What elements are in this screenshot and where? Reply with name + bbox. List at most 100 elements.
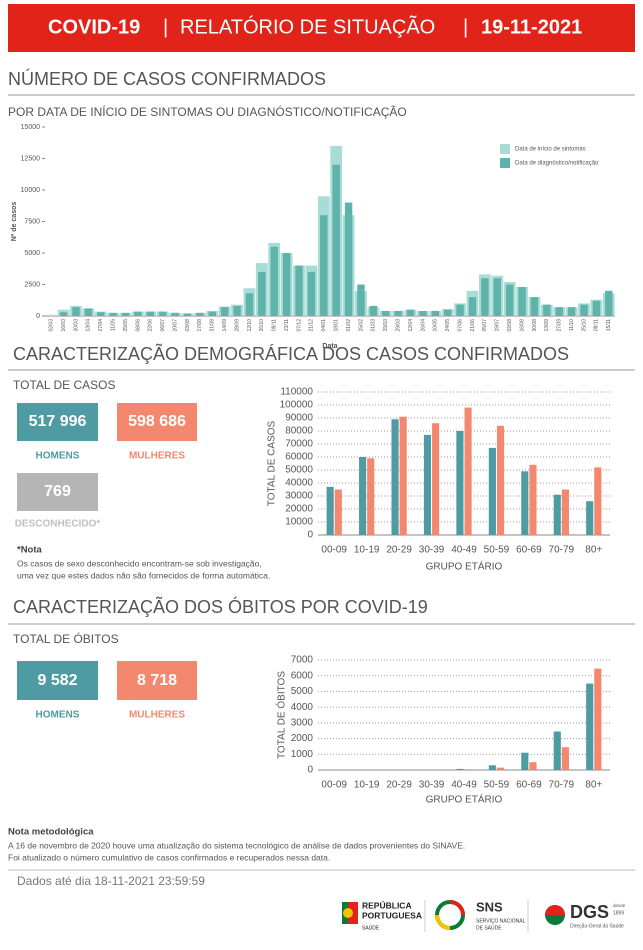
logo-text: SAÚDE [362, 924, 380, 931]
x-tick-label: 50-59 [484, 780, 510, 791]
y-tick-label: 4000 [291, 702, 314, 713]
card-label: MULHERES [129, 710, 185, 721]
card-label: HOMENS [36, 710, 80, 721]
x-tick-label: 04/01 [321, 319, 327, 332]
bar [320, 215, 328, 316]
header-title: COVID-19 [48, 16, 140, 38]
x-tick-label: 40-49 [451, 780, 477, 791]
bar [505, 284, 514, 316]
bar [529, 762, 537, 770]
x-tick-label: 60-69 [516, 545, 542, 556]
legend-label: Data de início de sintomas [515, 147, 586, 153]
x-tick-label: 26/10 [259, 319, 265, 332]
note-line: Os casos de sexo desconhecido encontram-… [17, 558, 262, 568]
bar [586, 683, 594, 770]
x-axis-title: GRUPO ETÁRIO [426, 560, 503, 573]
bar [553, 731, 561, 770]
bar [488, 765, 496, 770]
bar [456, 431, 464, 535]
y-tick-label: 2500 [24, 281, 40, 288]
bar [399, 416, 407, 535]
card-value: 598 686 [128, 413, 186, 430]
x-tick-label: 30-39 [419, 780, 445, 791]
x-tick-label: 10-19 [354, 780, 380, 791]
x-tick-label: 29/03 [395, 319, 401, 332]
x-tick-label: 01/03 [371, 319, 377, 332]
bar [270, 246, 278, 316]
x-tick-label: 20/07 [172, 319, 178, 332]
methodology-line: A 16 de novembro de 2020 houve uma atual… [8, 840, 465, 850]
bar [220, 307, 229, 316]
bar [481, 278, 489, 316]
x-tick-label: 40-49 [451, 545, 477, 556]
bar [334, 489, 342, 535]
y-axis-title: TOTAL DE ÓBITOS [275, 671, 288, 759]
x-tick-label: 00-09 [321, 545, 347, 556]
bar [59, 312, 68, 316]
x-tick-label: 26/04 [420, 319, 426, 332]
bar [567, 307, 576, 316]
x-tick-label: 30/03 [73, 319, 79, 332]
card-label: MULHERES [129, 451, 185, 462]
bar [419, 310, 427, 316]
logo-text: DGS [570, 902, 609, 922]
logo-text: REPÚBLICA [362, 899, 412, 910]
bar [282, 253, 291, 316]
bar [326, 486, 334, 535]
logo-text: SERVIÇO NACIONAL [476, 918, 526, 924]
x-tick-label: 18/01 [334, 319, 340, 332]
bar [196, 312, 204, 316]
bar [245, 293, 254, 316]
bar [423, 434, 432, 535]
y-tick-label: 40000 [285, 478, 313, 489]
bar [496, 767, 505, 770]
x-tick-label: 15/11 [606, 319, 612, 331]
y-tick-label: 7000 [291, 655, 314, 666]
bar [357, 284, 365, 316]
y-tick-label: 10000 [21, 187, 41, 194]
x-tick-label: 27/09 [557, 319, 563, 332]
x-tick-label: 02/08 [507, 319, 513, 332]
y-tick-label: 100000 [280, 400, 314, 411]
bar [258, 271, 266, 316]
logo-text: desde [613, 903, 626, 908]
legend-swatch [500, 158, 510, 168]
section-subtitle: POR DATA DE INÍCIO DE SINTOMAS OU DIAGNÓ… [8, 104, 407, 119]
x-tick-label: 05/07 [482, 319, 488, 332]
header-subtitle: RELATÓRIO DE SITUAÇÃO [180, 14, 435, 38]
y-tick-label: 2000 [291, 733, 314, 744]
bar [605, 290, 613, 316]
section-title: NÚMERO DE CASOS CONFIRMADOS [8, 68, 326, 89]
logo-text: PORTUGUESA [362, 910, 422, 920]
y-tick-label: 0 [36, 313, 40, 320]
y-tick-label: 5000 [291, 686, 314, 697]
x-tick-label: 60-69 [516, 780, 542, 791]
y-tick-label: 12500 [21, 155, 41, 162]
card-label: HOMENS [36, 451, 80, 462]
bar [134, 311, 142, 316]
y-tick-label: 0 [307, 765, 313, 776]
x-axis-title: Data [322, 343, 337, 350]
bar [295, 265, 303, 316]
x-tick-label: 30-39 [419, 545, 445, 556]
card-value: 769 [44, 483, 71, 500]
bar [561, 747, 569, 770]
bar [307, 271, 316, 316]
bar [555, 307, 563, 316]
x-tick-label: 20-29 [386, 780, 412, 791]
x-tick-label: 12/10 [247, 319, 253, 332]
y-tick-label: 50000 [285, 465, 313, 476]
x-tick-label: 11/10 [569, 319, 575, 331]
y-tick-label: 20000 [285, 504, 313, 515]
bar [594, 467, 602, 535]
bar [586, 501, 594, 535]
x-tick-label: 14/09 [222, 319, 228, 332]
bar [382, 310, 390, 316]
y-tick-label: 5000 [24, 250, 40, 257]
x-tick-label: 08/11 [594, 319, 600, 331]
section-title: CARACTERIZAÇÃO DEMOGRÁFICA DOS CASOS CON… [13, 343, 569, 364]
bar [493, 278, 501, 316]
bar [553, 494, 561, 535]
bar [72, 307, 80, 316]
card-value: 8 718 [137, 672, 177, 689]
